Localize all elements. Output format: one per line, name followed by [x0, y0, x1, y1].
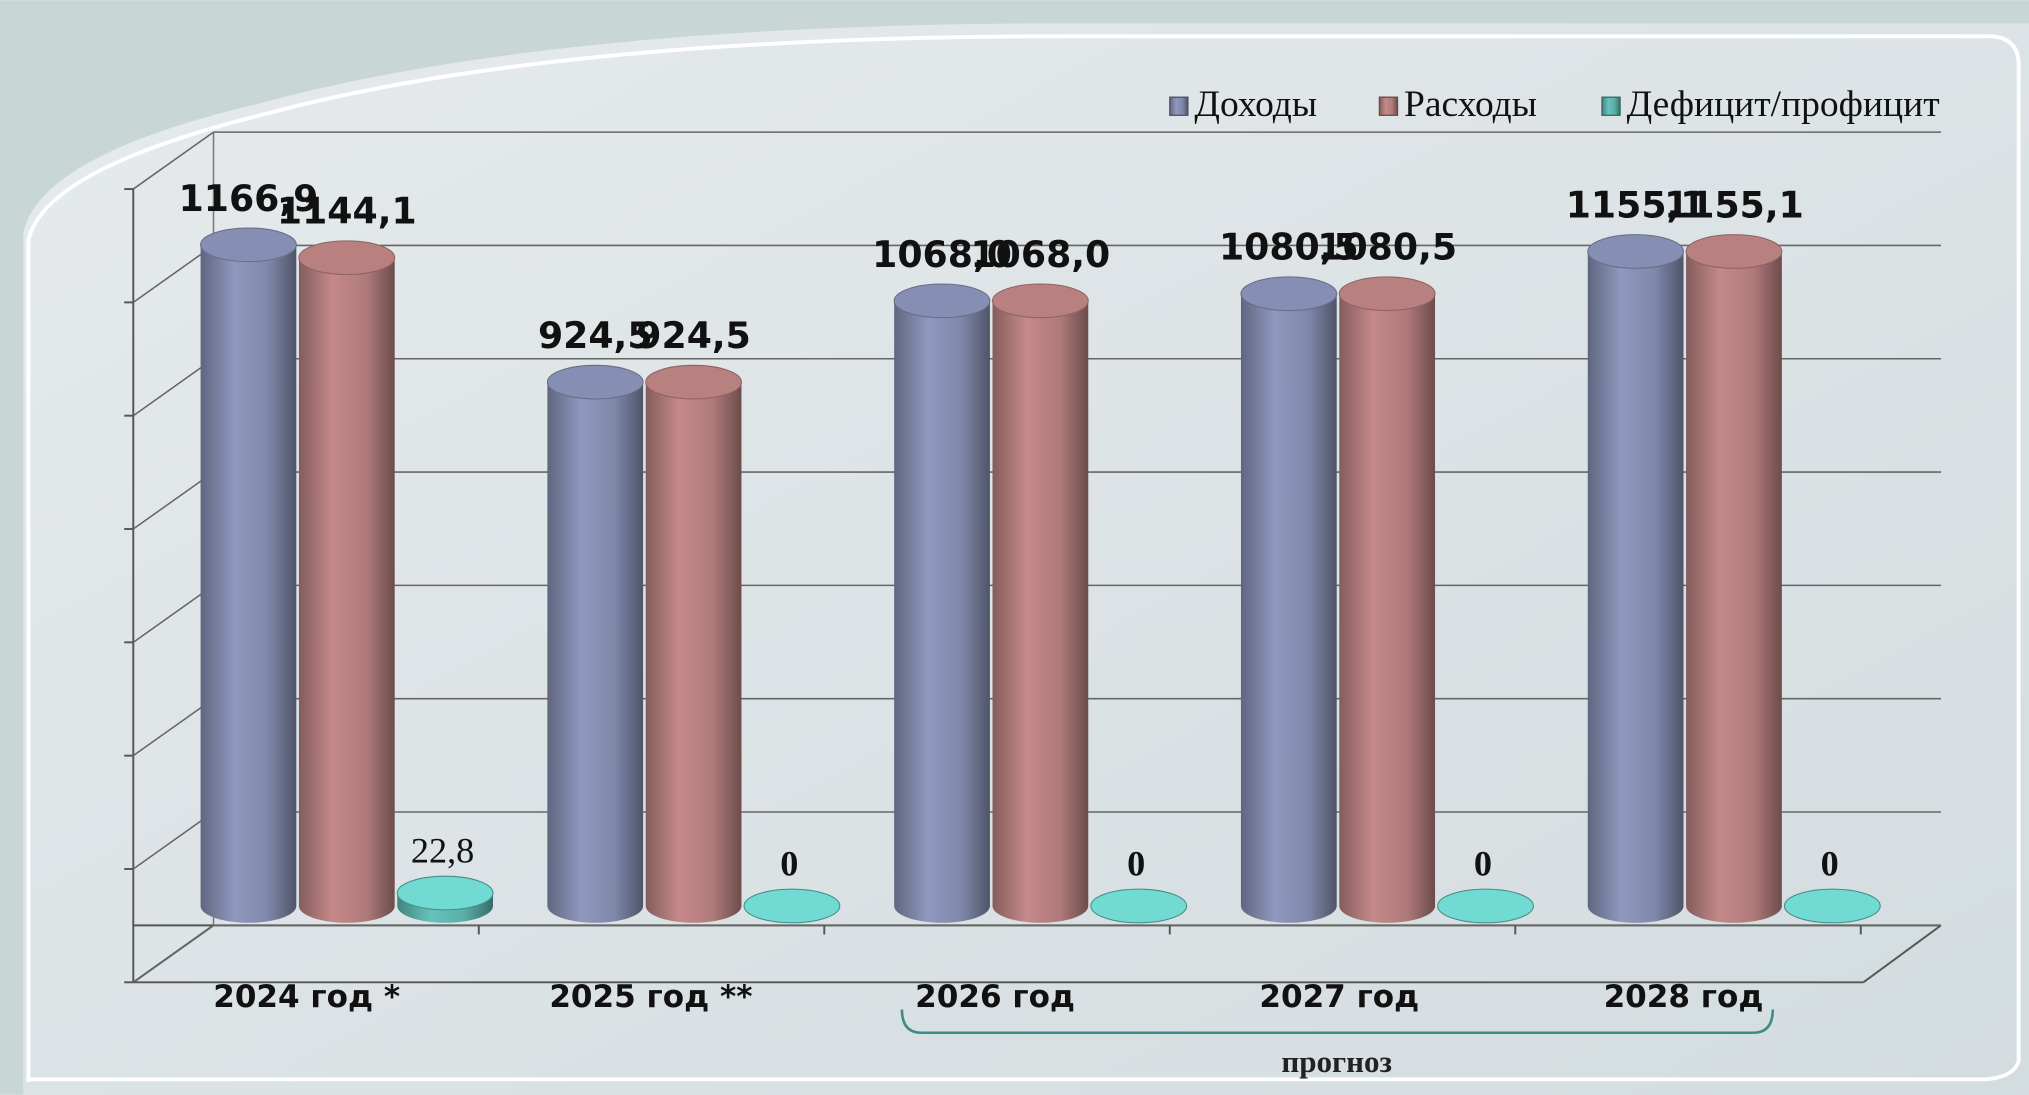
grid-line [132, 131, 214, 190]
data-label: 0 [1821, 843, 1839, 883]
legend-swatch [1169, 96, 1189, 116]
data-label: 924,5 [538, 314, 653, 357]
grid-line [132, 811, 214, 870]
bar [992, 300, 1089, 923]
data-label: 1144,1 [277, 190, 417, 233]
x-tick-label: 2026 год [915, 979, 1075, 1015]
legend-label: Дефицит/профицит [1627, 84, 1940, 125]
grid-line [132, 471, 214, 530]
bar [1339, 293, 1436, 923]
legend-swatch [1378, 96, 1399, 116]
data-label: 1155,1 [1664, 183, 1804, 226]
bar-cap [1587, 234, 1685, 269]
bar-cap [546, 364, 644, 400]
data-label: 0 [1474, 843, 1492, 883]
bar [298, 257, 395, 923]
legend-swatch [1601, 96, 1621, 116]
bar-cap [743, 888, 841, 924]
data-label: 1155,1 [1566, 183, 1706, 226]
bar-cap [991, 283, 1089, 319]
bar-cap [396, 875, 494, 911]
bar-cap [1338, 276, 1436, 312]
data-label: 1080,5 [1317, 226, 1457, 269]
bar [1587, 251, 1684, 923]
bar [894, 300, 990, 923]
bar [645, 382, 742, 923]
x-tick-label: 2024 год * [213, 979, 400, 1015]
data-label: 0 [780, 843, 798, 883]
legend-label: Доходы [1194, 84, 1317, 125]
data-label: 1080,5 [1219, 226, 1359, 269]
x-tick-label: 2025 год ** [549, 979, 752, 1015]
x-tick-label: 2028 год [1604, 979, 1764, 1015]
grid-line [132, 584, 214, 643]
bar-cap [1783, 888, 1881, 924]
data-label: 1068,0 [872, 233, 1012, 276]
bar-cap [645, 364, 742, 400]
bar-cap [1437, 888, 1534, 924]
bar-cap [298, 240, 396, 276]
bar-cap [200, 227, 297, 263]
data-label: 1068,0 [970, 233, 1110, 276]
bar-cap [1090, 888, 1188, 924]
panel-border [26, 34, 2021, 1082]
bar-cap [1240, 276, 1338, 312]
bar [1686, 251, 1782, 923]
bar-cap [1685, 234, 1783, 269]
bar [547, 382, 644, 923]
bar [1240, 293, 1337, 923]
legend-label: Расходы [1404, 84, 1537, 125]
grid-line [132, 244, 214, 304]
data-label: 0 [1127, 843, 1145, 883]
data-label: 1166,9 [179, 177, 319, 220]
data-label: 924,5 [636, 314, 751, 357]
bar-cap [893, 283, 991, 319]
x-tick-label: 2027 год [1259, 979, 1419, 1015]
grid-line [132, 358, 214, 417]
bar [200, 244, 297, 923]
floor-edge [1862, 924, 1942, 984]
grid-line [132, 698, 214, 757]
annotation: прогноз [1281, 1044, 1392, 1079]
data-label: 22,8 [411, 831, 474, 871]
grid-line [132, 924, 214, 983]
forecast-bracket [900, 1009, 1775, 1035]
